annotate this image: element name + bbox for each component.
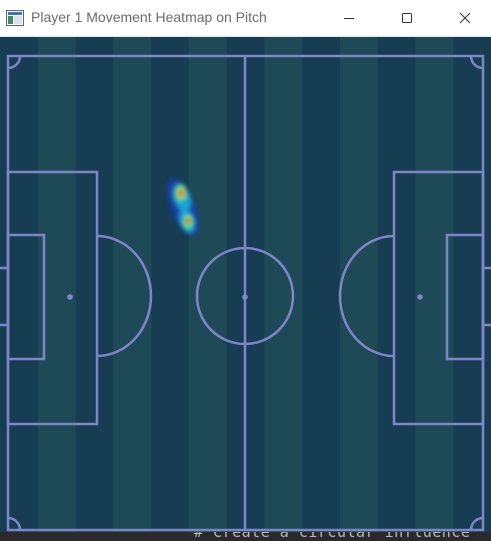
pitch-stripe	[188, 37, 227, 541]
minimize-icon	[344, 18, 354, 19]
pitch-heatmap	[0, 37, 491, 541]
app-icon	[6, 10, 24, 26]
left-penalty-spot	[67, 294, 73, 300]
corner-arc-bottom-right	[469, 516, 484, 531]
pitch-spots	[67, 294, 423, 300]
corner-arc-bottom-left	[7, 516, 22, 531]
maximize-button[interactable]	[384, 0, 430, 36]
center-spot	[242, 294, 248, 300]
close-button[interactable]	[442, 0, 488, 36]
corner-arc-top-right	[469, 55, 484, 70]
pitch-stripe	[339, 37, 378, 541]
pitch-stripe	[264, 37, 303, 541]
console-text: # Create a circular influence	[194, 532, 471, 541]
right-penalty-arc	[338, 234, 395, 358]
figure-canvas	[0, 37, 491, 541]
heat-blob-core	[178, 189, 184, 197]
pitch-stripe	[113, 37, 152, 541]
heatmap-blobs	[167, 178, 199, 236]
right-penalty-spot	[417, 294, 423, 300]
console-behind-window: # Create a circular influence	[0, 532, 491, 541]
pitch-lines	[0, 54, 491, 532]
left-goal-area	[6, 233, 46, 361]
left-penalty-arc	[96, 234, 153, 358]
close-icon	[459, 12, 471, 24]
right-goal-area	[445, 233, 485, 361]
heat-blob-core2	[186, 218, 190, 224]
window-title: Player 1 Movement Heatmap on Pitch	[31, 9, 267, 25]
pitch-stripes	[0, 37, 491, 541]
corner-arc-top-left	[7, 55, 22, 70]
minimize-button[interactable]	[326, 0, 372, 36]
window-titlebar: Player 1 Movement Heatmap on Pitch	[0, 0, 491, 37]
maximize-icon	[402, 13, 412, 23]
center-circle	[195, 246, 295, 346]
